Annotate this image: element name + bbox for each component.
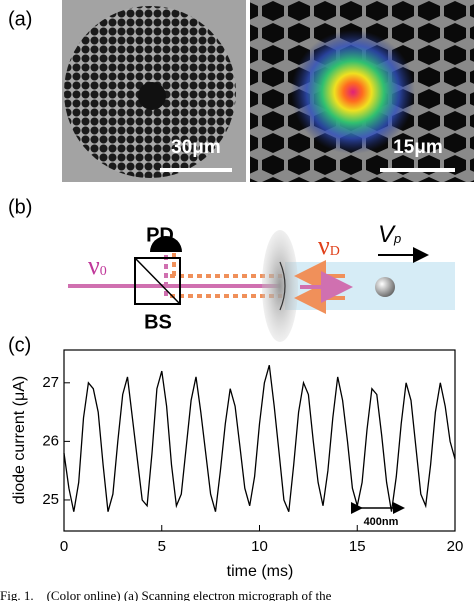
beam-splitter: [134, 257, 181, 305]
mode-profile: [291, 30, 415, 154]
incident-frequency: ν0: [88, 251, 107, 280]
plot-frame: [63, 349, 456, 532]
detector-label: PD: [146, 224, 174, 246]
lens-edge: [279, 261, 286, 311]
symbol: V: [378, 221, 396, 248]
y-axis-label: diode current (μA): [11, 376, 28, 504]
lens: [262, 230, 298, 342]
y-tick-label: 25: [42, 491, 59, 508]
scale-bar-label: 15μm: [393, 137, 443, 158]
x-tick-label: 5: [158, 538, 166, 555]
splitter-label: BS: [144, 311, 172, 333]
x-tick-label: 20: [447, 538, 464, 555]
particle: [375, 277, 395, 297]
velocity-label: Vp: [378, 221, 401, 248]
subscript: 0: [100, 264, 107, 279]
y-tick-label: 26: [42, 432, 59, 449]
x-tick-label: 0: [60, 538, 68, 555]
data-line: [63, 365, 456, 512]
subscript: D: [330, 244, 340, 259]
doppler-frequency: νD: [318, 231, 340, 260]
panel-label: (b): [8, 196, 32, 218]
x-tick-label: 10: [251, 538, 268, 555]
symbol: ν: [318, 231, 330, 260]
photodiode: [150, 236, 182, 252]
scale-bar-label: 30μm: [171, 137, 221, 158]
x-axis-label: time (ms): [227, 563, 294, 580]
annotation: 400nm: [364, 516, 399, 528]
panel-label: (a): [8, 8, 32, 30]
splitter-diagonal: [134, 257, 181, 305]
symbol: ν: [88, 251, 100, 280]
y-tick-label: 27: [42, 374, 59, 391]
x-tick-label: 15: [349, 538, 366, 555]
subscript: p: [393, 231, 401, 246]
caption: Fig. 1. (Color online) (a) Scanning elec…: [0, 588, 332, 601]
fiber-core: [138, 82, 166, 110]
panel-label: (c): [8, 334, 31, 356]
